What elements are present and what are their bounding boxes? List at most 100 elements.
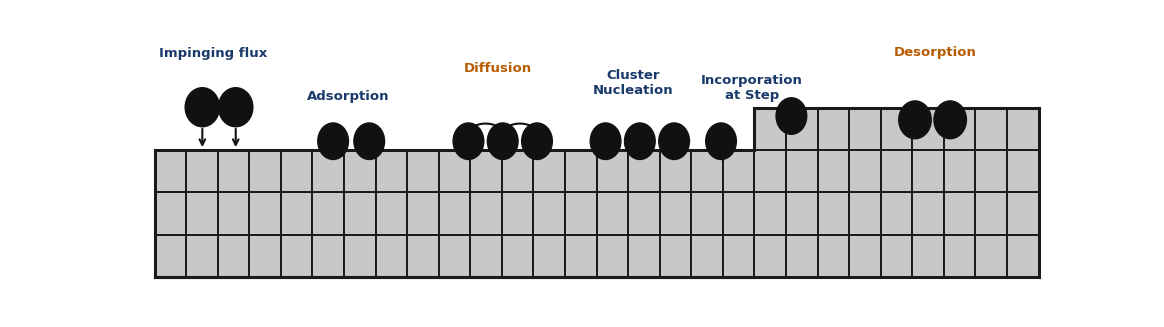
Bar [975, 108, 1007, 150]
Bar [533, 150, 565, 192]
Bar [1007, 192, 1038, 235]
Bar [1007, 108, 1038, 150]
Bar [850, 150, 881, 192]
Bar [596, 192, 629, 235]
Bar [691, 235, 723, 277]
Ellipse shape [899, 101, 931, 139]
Bar [850, 192, 881, 235]
Text: Incorporation
at Step: Incorporation at Step [701, 75, 803, 102]
Bar [186, 150, 218, 192]
Bar [407, 235, 439, 277]
Bar [913, 235, 944, 277]
Bar [975, 150, 1007, 192]
Bar [786, 150, 817, 192]
Bar [913, 150, 944, 192]
Bar [660, 150, 691, 192]
Bar [470, 192, 502, 235]
Bar [155, 192, 186, 235]
Bar [312, 235, 345, 277]
Bar [345, 150, 376, 192]
Bar [502, 150, 533, 192]
Bar [786, 108, 817, 150]
Bar [407, 150, 439, 192]
Bar [249, 235, 281, 277]
Bar [345, 192, 376, 235]
Bar [817, 150, 850, 192]
Bar [218, 192, 249, 235]
Bar [186, 235, 218, 277]
Bar [376, 235, 407, 277]
Bar [913, 192, 944, 235]
Bar [723, 150, 754, 192]
Bar [470, 150, 502, 192]
Bar [786, 235, 817, 277]
Bar [218, 150, 249, 192]
Bar [155, 150, 186, 192]
Bar [660, 192, 691, 235]
Bar [754, 192, 786, 235]
Bar [186, 192, 218, 235]
Bar [629, 192, 660, 235]
Bar [312, 192, 345, 235]
Bar [596, 235, 629, 277]
Ellipse shape [219, 88, 253, 127]
Ellipse shape [185, 88, 220, 127]
Bar [817, 192, 850, 235]
Bar [470, 235, 502, 277]
Bar [502, 192, 533, 235]
Bar [155, 235, 186, 277]
Bar [281, 150, 312, 192]
Bar [376, 150, 407, 192]
Ellipse shape [453, 123, 484, 160]
Bar [975, 235, 1007, 277]
Bar [691, 150, 723, 192]
Bar [565, 235, 596, 277]
Bar [345, 235, 376, 277]
Text: Desorption: Desorption [894, 45, 977, 59]
Text: Impinging flux: Impinging flux [159, 47, 268, 60]
Bar [629, 150, 660, 192]
Bar [723, 235, 754, 277]
Bar [754, 235, 786, 277]
Bar [881, 192, 913, 235]
Bar [281, 192, 312, 235]
Bar [881, 108, 913, 150]
Bar [249, 192, 281, 235]
Ellipse shape [776, 98, 807, 134]
Bar [439, 150, 470, 192]
Ellipse shape [354, 123, 384, 160]
Ellipse shape [488, 123, 518, 160]
Bar [439, 192, 470, 235]
Bar [944, 108, 975, 150]
Bar [407, 192, 439, 235]
Bar [817, 108, 850, 150]
Bar [975, 192, 1007, 235]
Text: Diffusion: Diffusion [463, 62, 532, 75]
Ellipse shape [705, 123, 737, 160]
Bar [660, 235, 691, 277]
Bar [786, 192, 817, 235]
Ellipse shape [590, 123, 620, 160]
Ellipse shape [521, 123, 553, 160]
Bar [629, 235, 660, 277]
Text: Cluster
Nucleation: Cluster Nucleation [592, 69, 673, 97]
Bar [533, 235, 565, 277]
Bar [944, 150, 975, 192]
Bar [218, 235, 249, 277]
Bar [881, 150, 913, 192]
Bar [944, 235, 975, 277]
Bar [533, 192, 565, 235]
Bar [565, 192, 596, 235]
Bar [1007, 235, 1038, 277]
Bar [439, 235, 470, 277]
Bar [754, 108, 786, 150]
Text: Adsorption: Adsorption [307, 90, 390, 103]
Bar [502, 235, 533, 277]
Bar [850, 108, 881, 150]
Bar [312, 150, 345, 192]
Bar [1007, 150, 1038, 192]
Bar [596, 150, 629, 192]
Bar [850, 235, 881, 277]
Bar [817, 235, 850, 277]
Bar [376, 192, 407, 235]
